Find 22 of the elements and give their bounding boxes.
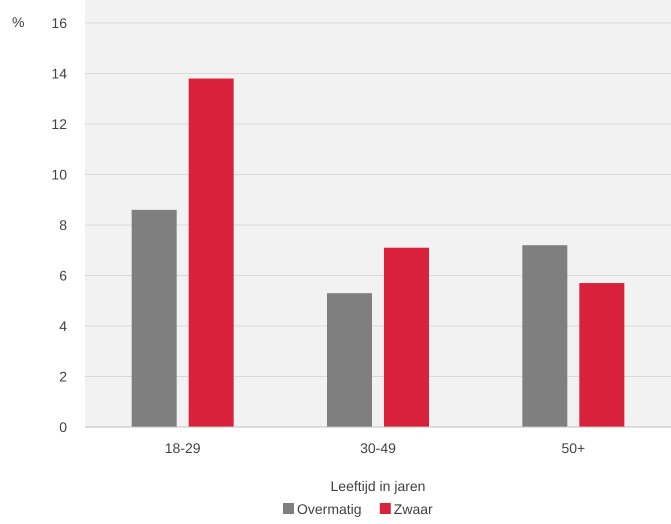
y-tick-label: 16 — [51, 14, 68, 31]
y-tick-label: 8 — [59, 216, 68, 233]
bar — [522, 245, 568, 427]
bar — [327, 293, 372, 427]
bar — [579, 283, 624, 427]
x-tick-label: 18-29 — [164, 440, 201, 456]
y-tick-label: 4 — [59, 318, 68, 334]
bar — [384, 248, 429, 427]
y-axis-title: % — [12, 14, 24, 30]
legend-label: Overmatig — [297, 501, 362, 517]
bar — [188, 78, 234, 427]
y-tick-label: 6 — [59, 267, 68, 284]
y-tick-label: 2 — [59, 368, 68, 384]
x-axis-title: Leeftijd in jaren — [330, 478, 426, 494]
y-tick-label: 0 — [59, 418, 68, 435]
y-tick-label: 12 — [51, 116, 68, 132]
x-tick-label: 30-49 — [360, 440, 396, 456]
y-tick-label: 10 — [51, 166, 68, 182]
legend-label: Zwaar — [394, 501, 434, 517]
x-tick-label: 50+ — [561, 440, 586, 456]
y-tick-label: 14 — [51, 65, 68, 82]
bar — [132, 210, 177, 427]
